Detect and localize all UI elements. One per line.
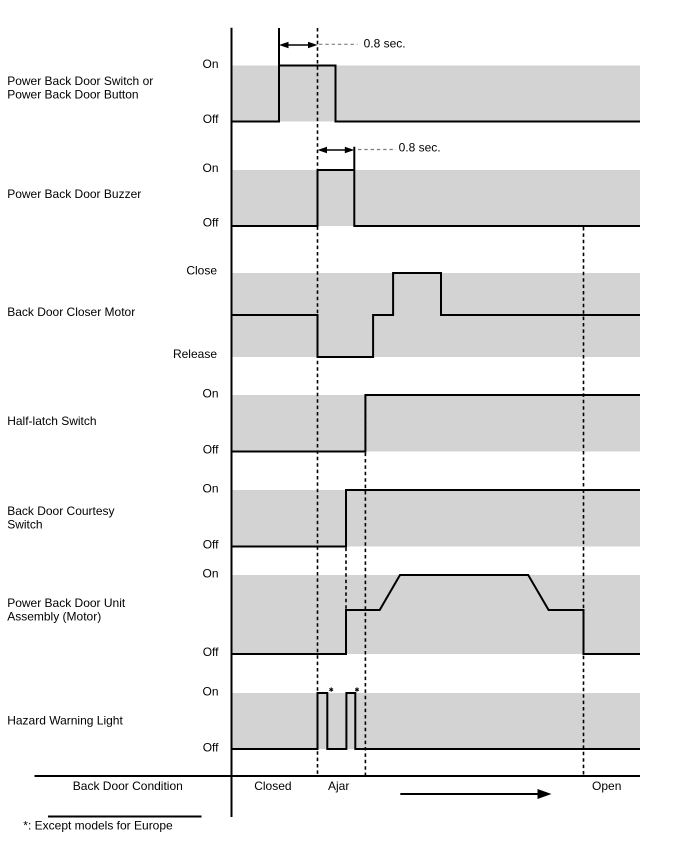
svg-text:*: Except models for Europe: *: Except models for Europe bbox=[23, 819, 173, 833]
svg-text:Power Back Door Button: Power Back Door Button bbox=[7, 88, 138, 102]
svg-text:Ajar: Ajar bbox=[328, 779, 349, 793]
svg-text:On: On bbox=[202, 482, 218, 496]
svg-text:Back Door Closer Motor: Back Door Closer Motor bbox=[7, 305, 135, 319]
svg-text:Off: Off bbox=[203, 538, 219, 552]
svg-text:On: On bbox=[202, 387, 218, 401]
svg-text:Off: Off bbox=[203, 216, 219, 230]
svg-text:Assembly (Motor): Assembly (Motor) bbox=[7, 610, 101, 624]
svg-text:Off: Off bbox=[203, 443, 219, 457]
svg-text:Switch: Switch bbox=[7, 517, 42, 531]
svg-text:Power Back Door Buzzer: Power Back Door Buzzer bbox=[7, 187, 141, 201]
svg-text:On: On bbox=[202, 567, 218, 581]
svg-text:Open: Open bbox=[592, 779, 621, 793]
svg-text:Half-latch Switch: Half-latch Switch bbox=[7, 414, 96, 428]
svg-text:Off: Off bbox=[203, 645, 219, 659]
svg-text:On: On bbox=[202, 161, 218, 175]
svg-text:Power Back Door Unit: Power Back Door Unit bbox=[7, 596, 126, 610]
svg-text:Back Door Condition: Back Door Condition bbox=[73, 779, 183, 793]
svg-text:On: On bbox=[202, 685, 218, 699]
svg-text:0.8 sec.: 0.8 sec. bbox=[399, 141, 441, 155]
svg-text:Close: Close bbox=[186, 264, 217, 278]
svg-text:Power Back Door Switch or: Power Back Door Switch or bbox=[7, 74, 153, 88]
svg-text:Closed: Closed bbox=[254, 779, 291, 793]
svg-text:0.8 sec.: 0.8 sec. bbox=[364, 37, 406, 51]
svg-text:Back Door Courtesy: Back Door Courtesy bbox=[7, 504, 114, 518]
svg-text:Release: Release bbox=[173, 347, 217, 361]
svg-text:Hazard Warning Light: Hazard Warning Light bbox=[7, 714, 123, 728]
svg-text:Off: Off bbox=[203, 112, 219, 126]
svg-text:On: On bbox=[202, 57, 218, 71]
svg-text:Off: Off bbox=[203, 741, 219, 755]
